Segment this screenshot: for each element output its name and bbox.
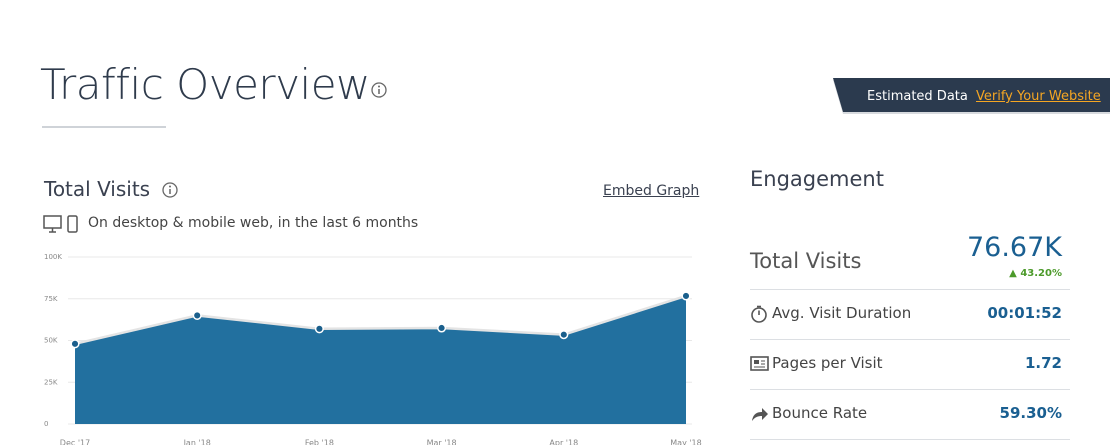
x-tick-label: May '18 xyxy=(670,439,701,445)
metric-icon xyxy=(750,405,770,423)
x-tick-label: Jan '18 xyxy=(183,439,211,445)
device-icons xyxy=(43,215,78,233)
line xyxy=(74,294,687,346)
y-tick-label: 0 xyxy=(44,420,48,428)
metric-label: Bounce Rate xyxy=(772,404,868,422)
row-divider xyxy=(750,389,1070,390)
x-tick-label: Dec '17 xyxy=(60,439,90,445)
title-underline xyxy=(42,126,166,128)
icon xyxy=(752,408,768,421)
point xyxy=(681,291,691,301)
metric-icon xyxy=(750,305,770,323)
metric-icon xyxy=(750,355,770,373)
row-divider xyxy=(750,289,1070,290)
up-arrow: ▲ xyxy=(1009,268,1021,279)
point xyxy=(314,324,324,334)
x-tick-label: Feb '18 xyxy=(305,439,334,445)
y-tick-label: 25K xyxy=(44,378,58,386)
badge-label: Estimated Data xyxy=(867,89,968,104)
point xyxy=(70,339,80,349)
chart: 0 25K 50K 75K 100K Dec '17 Jan '18 Feb '18 Mar '… xyxy=(44,253,702,445)
y-tick-label: 100K xyxy=(44,253,62,261)
x-tick-label: Mar '18 xyxy=(427,439,457,445)
estimated-banner xyxy=(833,78,1110,114)
row-divider xyxy=(750,339,1070,340)
metric-value: 59.30% xyxy=(999,404,1062,422)
area xyxy=(75,295,686,424)
point xyxy=(192,310,202,320)
x-tick-label: Apr '18 xyxy=(549,439,578,445)
icon xyxy=(751,305,767,323)
verify-link[interactable]: Verify Your Website xyxy=(976,89,1101,104)
info-icon[interactable] xyxy=(370,81,388,99)
total-change: ▲ 43.20% xyxy=(1009,268,1062,279)
subtitle: On desktop & mobile web, in the last 6 m… xyxy=(88,215,419,231)
y-tick-label: 75K xyxy=(44,295,58,303)
change-value: 43.20% xyxy=(1020,268,1062,279)
metric-label: Avg. Visit Duration xyxy=(772,304,912,322)
y-tick-label: 50K xyxy=(44,337,58,345)
icon xyxy=(750,356,769,371)
point xyxy=(437,323,447,333)
embed-link[interactable]: Embed Graph xyxy=(603,183,700,199)
metric-value: 1.72 xyxy=(1024,354,1062,372)
total-value: 76.67K xyxy=(966,232,1062,263)
metric-value: 00:01:52 xyxy=(987,304,1062,322)
engagement-title: Engagement xyxy=(750,167,884,191)
section-title: Total Visits xyxy=(44,177,151,201)
metric-label: Pages per Visit xyxy=(772,354,883,372)
row-divider xyxy=(750,439,1070,440)
info-icon[interactable] xyxy=(161,181,179,199)
page-title: Traffic Overview xyxy=(40,60,370,109)
point xyxy=(559,330,569,340)
total-label: Total Visits xyxy=(750,249,862,273)
